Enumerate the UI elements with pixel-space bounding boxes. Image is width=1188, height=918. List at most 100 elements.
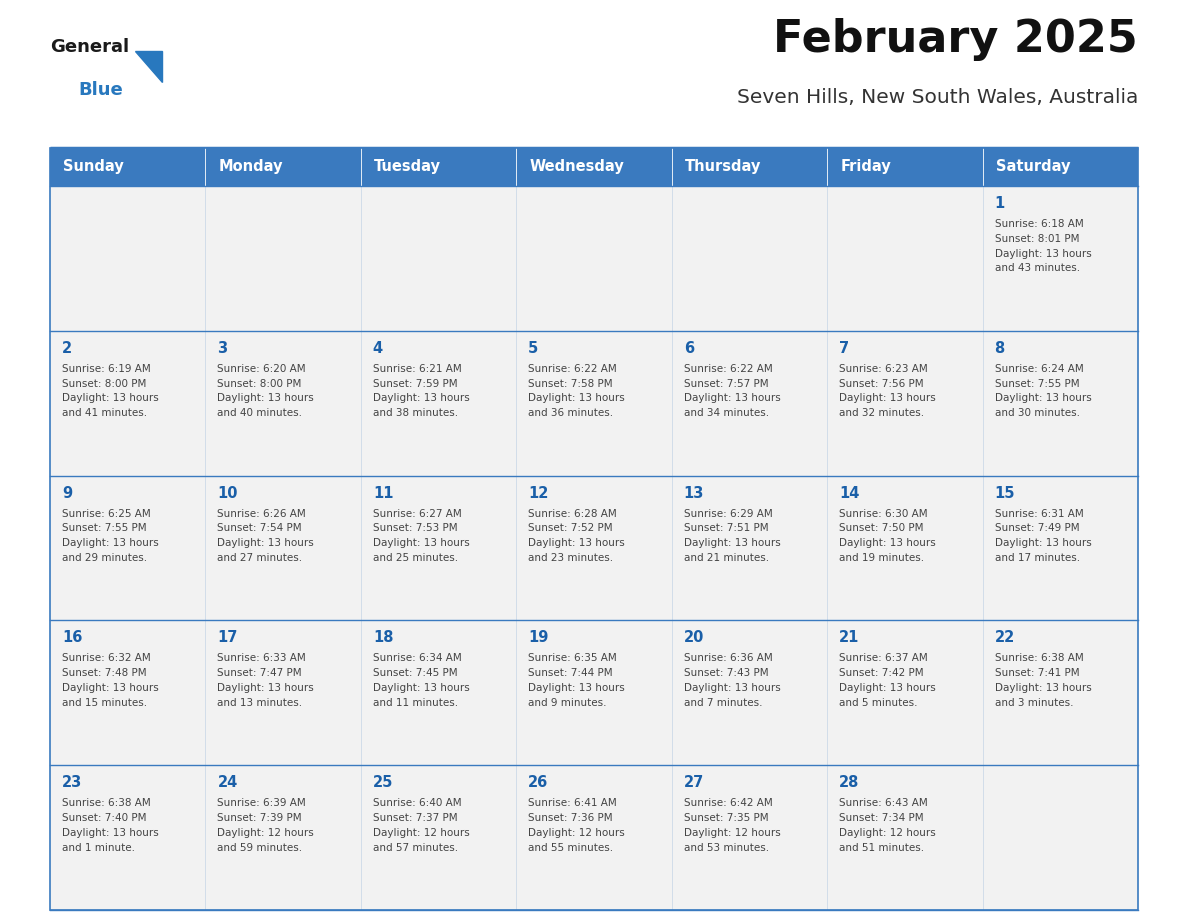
Text: 15: 15 <box>994 486 1015 500</box>
Text: Daylight: 13 hours: Daylight: 13 hours <box>529 683 625 693</box>
Text: Sunrise: 6:20 AM: Sunrise: 6:20 AM <box>217 364 307 374</box>
Text: Sunset: 7:58 PM: Sunset: 7:58 PM <box>529 378 613 388</box>
Text: 1: 1 <box>994 196 1005 211</box>
Text: and 34 minutes.: and 34 minutes. <box>684 409 769 419</box>
Text: and 38 minutes.: and 38 minutes. <box>373 409 459 419</box>
Text: Daylight: 13 hours: Daylight: 13 hours <box>217 683 314 693</box>
Text: and 32 minutes.: and 32 minutes. <box>839 409 924 419</box>
Text: 22: 22 <box>994 631 1015 645</box>
Text: Sunrise: 6:36 AM: Sunrise: 6:36 AM <box>684 654 772 664</box>
Text: 8: 8 <box>994 341 1005 356</box>
Bar <box>361 148 517 186</box>
Bar <box>50 186 1138 330</box>
Text: Saturday: Saturday <box>996 160 1070 174</box>
Text: Sunrise: 6:22 AM: Sunrise: 6:22 AM <box>529 364 617 374</box>
Text: Sunrise: 6:27 AM: Sunrise: 6:27 AM <box>373 509 462 519</box>
Text: Sunrise: 6:25 AM: Sunrise: 6:25 AM <box>62 509 151 519</box>
Text: Daylight: 12 hours: Daylight: 12 hours <box>217 828 314 838</box>
Text: Sunset: 8:00 PM: Sunset: 8:00 PM <box>217 378 302 388</box>
Text: and 21 minutes.: and 21 minutes. <box>684 553 769 563</box>
Text: Sunset: 7:39 PM: Sunset: 7:39 PM <box>217 813 302 823</box>
Text: Sunrise: 6:24 AM: Sunrise: 6:24 AM <box>994 364 1083 374</box>
Text: Daylight: 13 hours: Daylight: 13 hours <box>62 394 159 403</box>
Text: Sunrise: 6:19 AM: Sunrise: 6:19 AM <box>62 364 151 374</box>
Text: Sunday: Sunday <box>63 160 124 174</box>
Polygon shape <box>135 51 162 82</box>
Text: and 55 minutes.: and 55 minutes. <box>529 843 613 853</box>
Text: Sunset: 7:42 PM: Sunset: 7:42 PM <box>839 668 924 678</box>
Text: 5: 5 <box>529 341 538 356</box>
Text: and 1 minute.: and 1 minute. <box>62 843 135 853</box>
Text: Sunrise: 6:31 AM: Sunrise: 6:31 AM <box>994 509 1083 519</box>
Text: Sunrise: 6:42 AM: Sunrise: 6:42 AM <box>684 798 772 808</box>
Text: Sunrise: 6:30 AM: Sunrise: 6:30 AM <box>839 509 928 519</box>
Text: Blue: Blue <box>78 81 122 99</box>
Text: Sunset: 7:59 PM: Sunset: 7:59 PM <box>373 378 457 388</box>
Bar <box>50 766 1138 910</box>
Text: Sunset: 8:01 PM: Sunset: 8:01 PM <box>994 234 1079 244</box>
Text: Daylight: 13 hours: Daylight: 13 hours <box>839 538 936 548</box>
Text: and 9 minutes.: and 9 minutes. <box>529 698 607 708</box>
Text: Sunrise: 6:41 AM: Sunrise: 6:41 AM <box>529 798 617 808</box>
Text: Tuesday: Tuesday <box>374 160 441 174</box>
Text: Sunset: 7:56 PM: Sunset: 7:56 PM <box>839 378 924 388</box>
Text: Sunset: 7:52 PM: Sunset: 7:52 PM <box>529 523 613 533</box>
Text: Sunset: 7:36 PM: Sunset: 7:36 PM <box>529 813 613 823</box>
Text: Daylight: 13 hours: Daylight: 13 hours <box>62 828 159 838</box>
Text: Monday: Monday <box>219 160 283 174</box>
Text: Sunrise: 6:22 AM: Sunrise: 6:22 AM <box>684 364 772 374</box>
Bar <box>517 148 671 186</box>
Text: and 36 minutes.: and 36 minutes. <box>529 409 613 419</box>
Text: 4: 4 <box>373 341 383 356</box>
Text: Daylight: 13 hours: Daylight: 13 hours <box>529 394 625 403</box>
Text: 28: 28 <box>839 775 859 790</box>
Text: Daylight: 12 hours: Daylight: 12 hours <box>529 828 625 838</box>
Text: Daylight: 12 hours: Daylight: 12 hours <box>839 828 936 838</box>
Text: Sunset: 7:40 PM: Sunset: 7:40 PM <box>62 813 146 823</box>
Bar <box>50 330 1138 476</box>
Text: 20: 20 <box>684 631 704 645</box>
Text: 27: 27 <box>684 775 704 790</box>
Text: and 11 minutes.: and 11 minutes. <box>373 698 459 708</box>
Text: Daylight: 13 hours: Daylight: 13 hours <box>994 538 1092 548</box>
Text: Thursday: Thursday <box>684 160 762 174</box>
Text: Daylight: 12 hours: Daylight: 12 hours <box>684 828 781 838</box>
Text: and 53 minutes.: and 53 minutes. <box>684 843 769 853</box>
Text: Sunset: 7:48 PM: Sunset: 7:48 PM <box>62 668 146 678</box>
Text: 11: 11 <box>373 486 393 500</box>
Text: Sunrise: 6:21 AM: Sunrise: 6:21 AM <box>373 364 462 374</box>
Text: Sunrise: 6:34 AM: Sunrise: 6:34 AM <box>373 654 462 664</box>
Bar <box>827 148 982 186</box>
Text: Daylight: 13 hours: Daylight: 13 hours <box>373 538 469 548</box>
Text: 2: 2 <box>62 341 72 356</box>
Text: Sunrise: 6:43 AM: Sunrise: 6:43 AM <box>839 798 928 808</box>
Text: Sunset: 7:49 PM: Sunset: 7:49 PM <box>994 523 1079 533</box>
Text: and 30 minutes.: and 30 minutes. <box>994 409 1080 419</box>
Text: Sunset: 7:54 PM: Sunset: 7:54 PM <box>217 523 302 533</box>
Bar <box>50 148 206 186</box>
Text: February 2025: February 2025 <box>773 18 1138 61</box>
Text: Daylight: 13 hours: Daylight: 13 hours <box>373 683 469 693</box>
Text: 14: 14 <box>839 486 859 500</box>
Text: Sunrise: 6:33 AM: Sunrise: 6:33 AM <box>217 654 307 664</box>
Text: 24: 24 <box>217 775 238 790</box>
Bar <box>50 621 1138 766</box>
Text: Sunset: 8:00 PM: Sunset: 8:00 PM <box>62 378 146 388</box>
Text: 21: 21 <box>839 631 859 645</box>
Text: Daylight: 13 hours: Daylight: 13 hours <box>684 394 781 403</box>
Text: and 7 minutes.: and 7 minutes. <box>684 698 763 708</box>
Bar <box>982 148 1138 186</box>
Text: and 57 minutes.: and 57 minutes. <box>373 843 459 853</box>
Text: Sunrise: 6:38 AM: Sunrise: 6:38 AM <box>994 654 1083 664</box>
Text: Sunset: 7:44 PM: Sunset: 7:44 PM <box>529 668 613 678</box>
Text: Daylight: 12 hours: Daylight: 12 hours <box>373 828 469 838</box>
Text: and 41 minutes.: and 41 minutes. <box>62 409 147 419</box>
Text: 26: 26 <box>529 775 549 790</box>
Text: 9: 9 <box>62 486 72 500</box>
Text: 16: 16 <box>62 631 82 645</box>
Text: 19: 19 <box>529 631 549 645</box>
Text: and 17 minutes.: and 17 minutes. <box>994 553 1080 563</box>
Text: Sunrise: 6:35 AM: Sunrise: 6:35 AM <box>529 654 617 664</box>
Bar <box>50 148 1138 910</box>
Text: Daylight: 13 hours: Daylight: 13 hours <box>62 683 159 693</box>
